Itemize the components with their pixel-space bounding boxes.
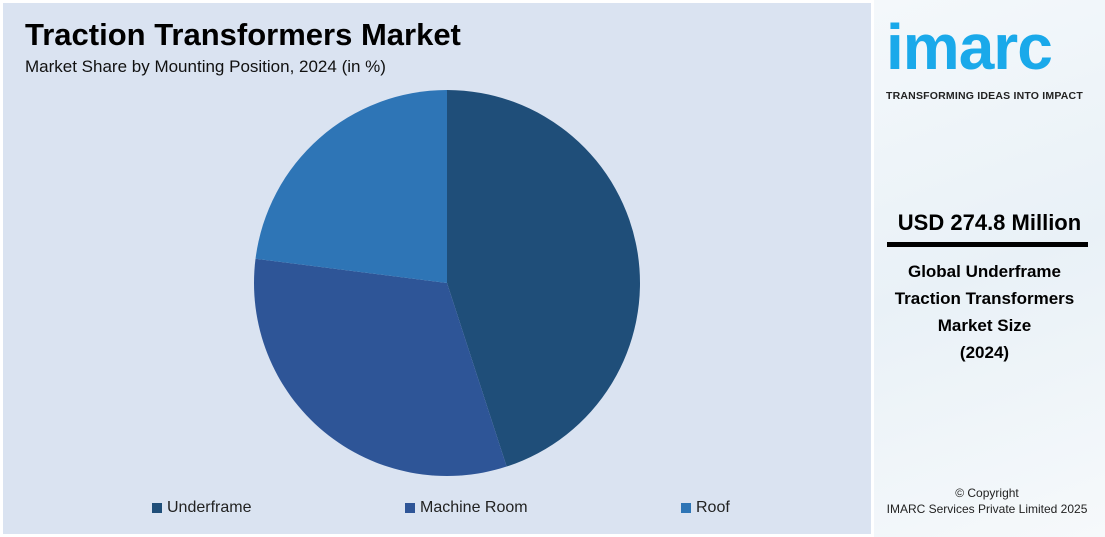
- chart-subtitle: Market Share by Mounting Position, 2024 …: [25, 57, 386, 76]
- logo-tagline: TRANSFORMING IDEAS INTO IMPACT: [886, 90, 1083, 102]
- legend-label: Machine Room: [420, 499, 528, 516]
- company-line: IMARC Services Private Limited 2025: [886, 502, 1088, 516]
- desc-line: Traction Transformers: [894, 289, 1075, 308]
- legend-item-machine-room: Machine Room: [405, 499, 528, 517]
- imarc-logo: imarc: [886, 11, 1053, 83]
- desc-line: Global Underframe: [907, 262, 1062, 281]
- chart-area: Traction Transformers Market Market Shar…: [3, 3, 871, 534]
- desc-line: Market Size: [937, 316, 1032, 335]
- info-panel: imarc TRANSFORMING IDEAS INTO IMPACT USD…: [874, 0, 1105, 537]
- legend-item-underframe: Underframe: [152, 499, 251, 517]
- legend-label: Underframe: [167, 499, 252, 516]
- divider: [887, 242, 1088, 247]
- legend-swatch: [152, 503, 162, 513]
- desc-line: (2024): [959, 343, 1010, 362]
- copyright-line: © Copyright: [955, 486, 1019, 500]
- pie-slice-roof: [255, 89, 447, 283]
- pie-slice-machine-room: [254, 258, 507, 476]
- chart-title: Traction Transformers Market: [25, 17, 461, 52]
- pie-chart: [254, 89, 640, 476]
- market-description: Global Underframe Traction Transformers …: [874, 258, 1095, 366]
- legend-label: Roof: [696, 499, 730, 516]
- copyright: © Copyright IMARC Services Private Limit…: [874, 485, 1100, 517]
- market-value: USD 274.8 Million: [897, 210, 1082, 235]
- legend-item-roof: Roof: [681, 499, 730, 517]
- legend-swatch: [681, 503, 691, 513]
- legend-swatch: [405, 503, 415, 513]
- pie-slice-underframe: [447, 90, 640, 467]
